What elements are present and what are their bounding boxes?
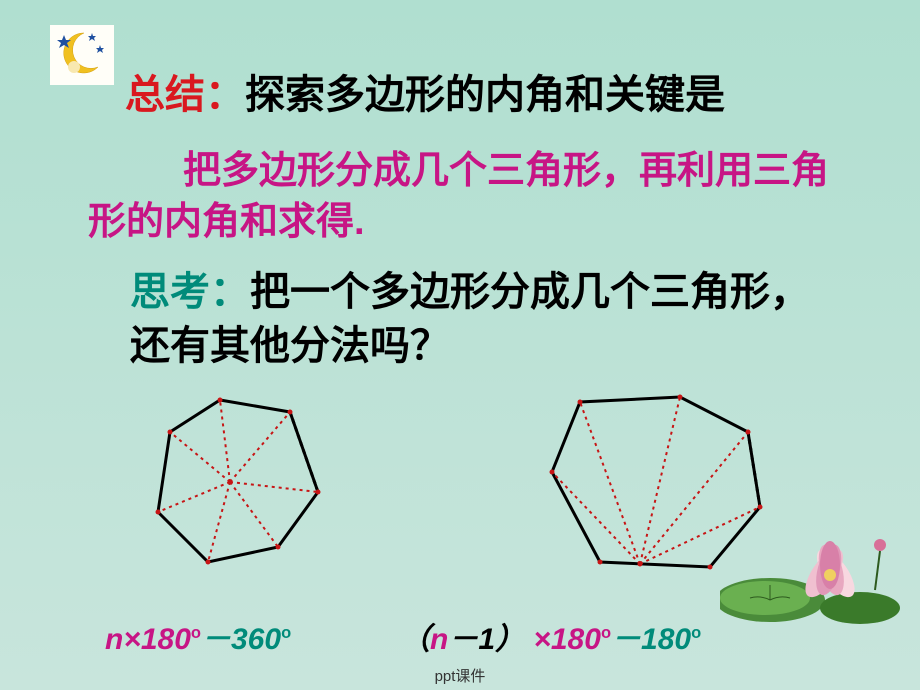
f1-times: ×180	[123, 623, 191, 656]
key-point: 把多边形分成几个三角形，再利用三角形的内角和求得.	[88, 146, 860, 249]
think-text-1: 把一个多边形分成几个三角形，	[250, 270, 810, 314]
think-text-2: 还有其他分法吗？	[130, 324, 450, 368]
formula-2: （n－1） ×180o－180o	[400, 614, 701, 658]
f2-deg2: o	[691, 624, 701, 642]
f1-minus: －360	[201, 623, 281, 656]
f2-m1: －1）	[448, 623, 525, 656]
lotus-decoration	[720, 490, 900, 630]
f2-times: ×180	[525, 623, 601, 656]
formula-1: n×180o－360o	[105, 614, 291, 658]
summary-text: 探索多边形的内角和关键是	[245, 73, 725, 117]
f2-n: n	[430, 623, 448, 656]
heptagon-center-fan	[156, 398, 321, 565]
think-line: 思考：把一个多边形分成几个三角形， 还有其他分法吗？	[130, 265, 890, 373]
f1-deg: o	[191, 624, 201, 642]
f2-open: （	[400, 623, 430, 656]
summary-label: 总结：	[125, 73, 245, 117]
f1-n: n	[105, 623, 123, 656]
moon-icon	[50, 25, 114, 85]
summary-line: 总结：探索多边形的内角和关键是	[125, 62, 725, 120]
f1-deg2: o	[281, 624, 291, 642]
think-label: 思考：	[130, 270, 250, 314]
f2-minus: －180	[611, 623, 691, 656]
footer-label: ppt课件	[0, 665, 920, 686]
f2-deg: o	[601, 624, 611, 642]
